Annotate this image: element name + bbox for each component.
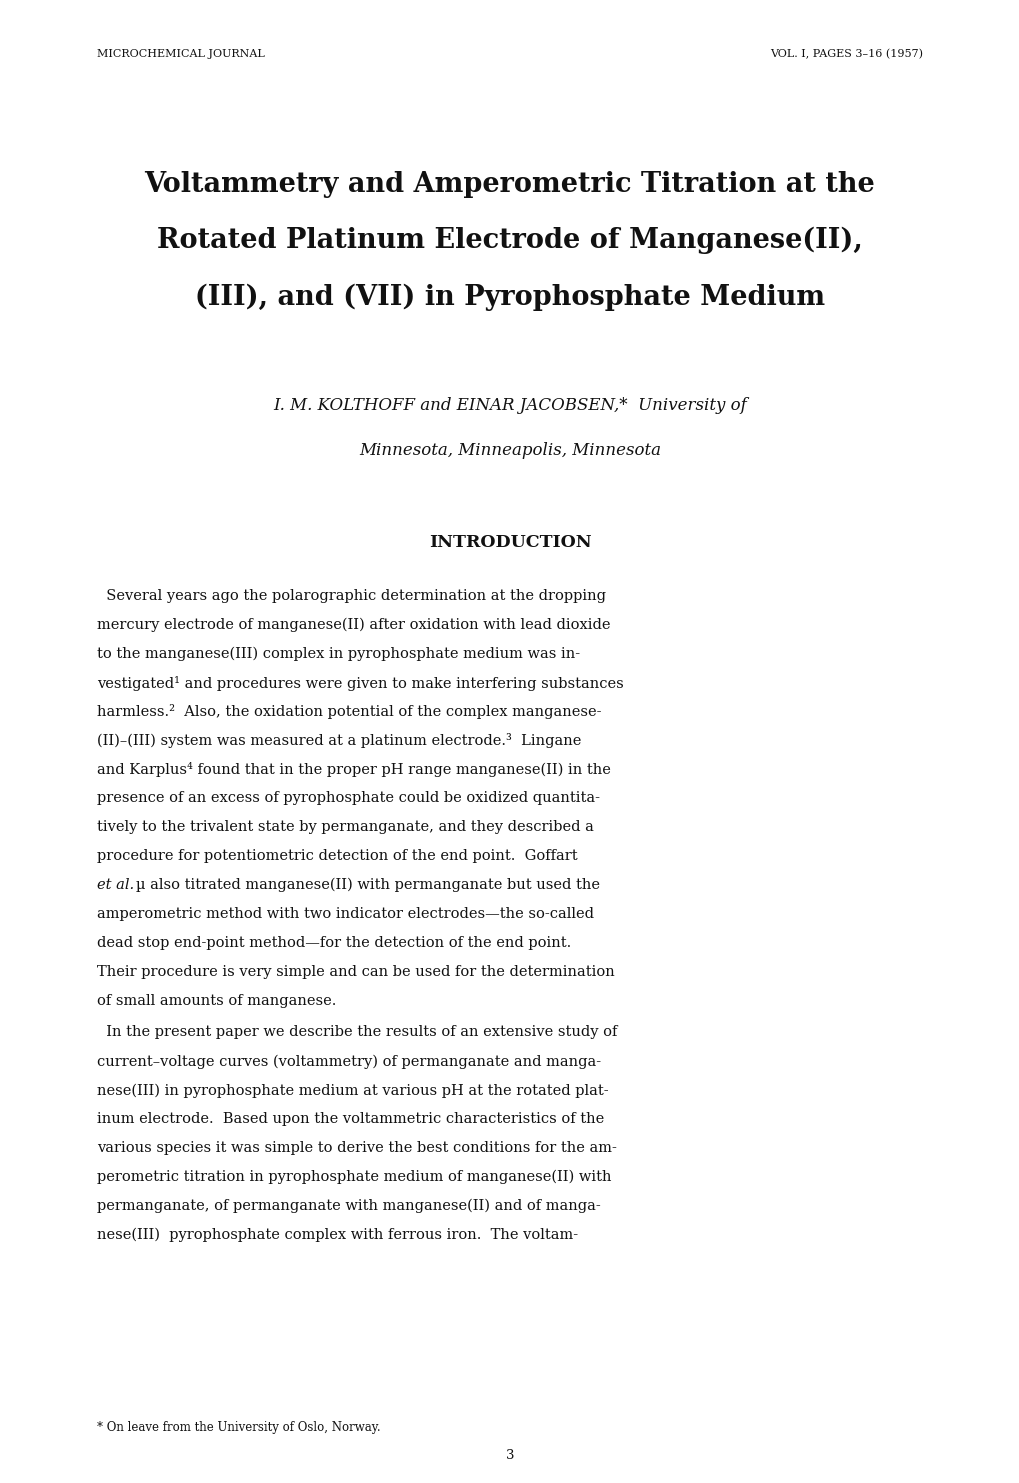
Text: MICROCHEMICAL JOURNAL: MICROCHEMICAL JOURNAL (97, 49, 264, 59)
Text: inum electrode.  Based upon the voltammetric characteristics of the: inum electrode. Based upon the voltammet… (97, 1112, 603, 1126)
Text: of small amounts of manganese.: of small amounts of manganese. (97, 994, 336, 1007)
Text: perometric titration in pyrophosphate medium of manganese(II) with: perometric titration in pyrophosphate me… (97, 1170, 610, 1185)
Text: mercury electrode of manganese(II) after oxidation with lead dioxide: mercury electrode of manganese(II) after… (97, 618, 609, 632)
Text: presence of an excess of pyrophosphate could be oxidized quantita-: presence of an excess of pyrophosphate c… (97, 792, 599, 805)
Text: Minnesota, Minneapolis, Minnesota: Minnesota, Minneapolis, Minnesota (359, 442, 660, 458)
Text: Several years ago the polarographic determination at the dropping: Several years ago the polarographic dete… (97, 589, 605, 602)
Text: nese(III) in pyrophosphate medium at various pH at the rotated plat-: nese(III) in pyrophosphate medium at var… (97, 1083, 608, 1097)
Text: et al.: et al. (97, 878, 133, 891)
Text: tively to the trivalent state by permanganate, and they described a: tively to the trivalent state by permang… (97, 820, 593, 833)
Text: 3: 3 (505, 1449, 514, 1462)
Text: current–voltage curves (voltammetry) of permanganate and manga-: current–voltage curves (voltammetry) of … (97, 1054, 600, 1069)
Text: harmless.²  Also, the oxidation potential of the complex manganese-: harmless.² Also, the oxidation potential… (97, 704, 601, 719)
Text: to the manganese(III) complex in pyrophosphate medium was in-: to the manganese(III) complex in pyropho… (97, 647, 580, 661)
Text: (III), and (VII) in Pyrophosphate Medium: (III), and (VII) in Pyrophosphate Medium (195, 283, 824, 310)
Text: procedure for potentiometric detection of the end point.  Goffart: procedure for potentiometric detection o… (97, 848, 577, 863)
Text: In the present paper we describe the results of an extensive study of: In the present paper we describe the res… (97, 1025, 616, 1040)
Text: Voltammetry and Amperometric Titration at the: Voltammetry and Amperometric Titration a… (145, 171, 874, 197)
Text: I. M. KOLTHOFF and EINAR JACOBSEN,*  University of: I. M. KOLTHOFF and EINAR JACOBSEN,* Univ… (273, 397, 746, 414)
Text: nese(III)  pyrophosphate complex with ferrous iron.  The voltam-: nese(III) pyrophosphate complex with fer… (97, 1228, 578, 1243)
Text: dead stop end-point method—for the detection of the end point.: dead stop end-point method—for the detec… (97, 936, 571, 949)
Text: various species it was simple to derive the best conditions for the am-: various species it was simple to derive … (97, 1140, 616, 1155)
Text: (II)–(III) system was measured at a platinum electrode.³  Lingane: (II)–(III) system was measured at a plat… (97, 734, 581, 749)
Text: amperometric method with two indicator electrodes—the so-called: amperometric method with two indicator e… (97, 906, 593, 921)
Text: permanganate, of permanganate with manganese(II) and of manga-: permanganate, of permanganate with manga… (97, 1198, 600, 1213)
Text: vestigated¹ and procedures were given to make interfering substances: vestigated¹ and procedures were given to… (97, 676, 623, 691)
Text: µ also titrated manganese(II) with permanganate but used the: µ also titrated manganese(II) with perma… (136, 878, 599, 893)
Text: INTRODUCTION: INTRODUCTION (428, 534, 591, 550)
Text: and Karplus⁴ found that in the proper pH range manganese(II) in the: and Karplus⁴ found that in the proper pH… (97, 762, 610, 777)
Text: Rotated Platinum Electrode of Manganese(II),: Rotated Platinum Electrode of Manganese(… (157, 227, 862, 254)
Text: VOL. I, PAGES 3–16 (1957): VOL. I, PAGES 3–16 (1957) (769, 49, 922, 59)
Text: Their procedure is very simple and can be used for the determination: Their procedure is very simple and can b… (97, 964, 614, 979)
Text: * On leave from the University of Oslo, Norway.: * On leave from the University of Oslo, … (97, 1421, 380, 1434)
